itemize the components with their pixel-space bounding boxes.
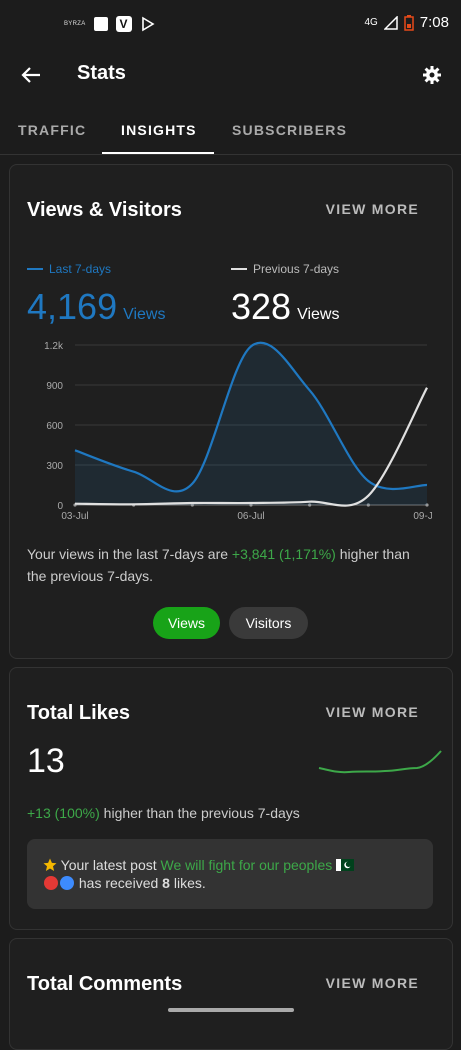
views-card-title: Views & Visitors [27,199,182,221]
views-view-more-button[interactable]: VIEW MORE [325,201,419,217]
x-tick-mark [366,503,370,507]
summary-highlight: +3,841 (1,171%) [231,546,336,562]
status-tiny-label: BYRZA [64,21,86,27]
likes-delta-highlight: +13 (100%) [27,805,100,821]
play-store-icon [141,16,155,32]
page-title: Stats [77,62,126,84]
tab-insights[interactable]: INSIGHTS [121,122,197,138]
latest-post-box: Your latest post We will fight for our p… [27,839,433,909]
tab-subscribers[interactable]: SUBSCRIBERS [232,122,348,138]
likes-delta-suffix: higher than the previous 7-days [99,805,300,821]
latest-prefix: Your latest post [60,857,161,873]
y-tick-label: 900 [46,381,63,392]
clock: 7:08 [419,14,449,31]
status-bar: BYRZA V 4G 7:08 [0,0,461,50]
current-views-total: 4,169 Views [27,286,165,328]
current-views-value: 4,169 [27,286,118,327]
previous-views-unit: Views [297,306,340,323]
notification-icons: BYRZA V [64,16,156,32]
previous-views-value: 328 [231,286,292,327]
y-tick-label: 600 [46,421,63,432]
latest-post-text: Your latest post We will fight for our p… [43,856,423,892]
red-circle-icon [44,876,58,890]
latest-middle: has received [78,875,163,891]
x-tick-mark [190,503,194,507]
likes-total: 13 [27,742,65,780]
legend-last-7-days: Last 7-days [27,262,111,276]
tab-bar: TRAFFIC INSIGHTS SUBSCRIBERS [0,106,461,155]
pakistan-flag-icon [336,859,355,871]
x-tick-label: 06-Jul [237,511,264,522]
x-tick-mark [425,503,429,507]
app-notification-icon [93,17,108,31]
legend-label-previous: Previous 7-days [253,262,340,276]
previous-views-total: 328 Views [231,286,339,328]
system-status: 4G 7:08 [364,14,449,31]
current-series-line [74,341,428,493]
x-tick-mark [308,503,312,507]
v-app-icon: V [115,16,132,32]
home-indicator [168,1008,294,1012]
gear-icon [423,66,441,84]
total-likes-card: Total Likes VIEW MORE 13 +13 (100%) high… [9,667,453,930]
x-tick-mark [249,503,253,507]
y-tick-label: 1.2k [44,341,64,352]
comments-card-title: Total Comments [27,973,183,995]
legend-previous-7-days: Previous 7-days [231,262,339,276]
likes-view-more-button[interactable]: VIEW MORE [325,704,419,720]
current-series-area [75,342,427,505]
current-views-unit: Views [123,306,166,323]
back-arrow-icon [21,67,40,83]
back-button[interactable] [16,60,46,90]
x-tick-label: 03-Jul [61,511,88,522]
likes-delta: +13 (100%) higher than the previous 7-da… [27,805,300,821]
y-tick-label: 0 [57,501,63,512]
signal-icon [383,15,398,30]
settings-button[interactable] [417,60,447,90]
latest-suffix: likes. [169,875,206,891]
legend-label-current: Last 7-days [49,262,112,276]
summary-suffix: higher than the previous 7-days. [27,546,410,584]
summary-prefix: Your views in the last 7-days are [27,546,232,562]
app-bar: Stats [0,50,461,100]
blue-circle-icon [60,876,74,890]
latest-post-link[interactable]: We will fight for our peoples [160,857,333,873]
tab-traffic[interactable]: TRAFFIC [18,122,87,138]
likes-card-title: Total Likes [27,702,130,724]
previous-series-line [74,387,428,507]
toggle-visitors-button[interactable]: Visitors [229,607,308,639]
likes-sparkline [318,750,442,774]
latest-like-count: 8 [162,875,170,891]
toggle-views-button[interactable]: Views [153,607,220,639]
views-line-chart: 0 300 600 900 1.2k 03-Jul 06-Jul 09-Jul [44,341,432,522]
network-type: 4G [364,17,378,28]
total-comments-card: Total Comments VIEW MORE [9,938,453,1050]
battery-icon [404,14,414,31]
y-tick-label: 300 [46,461,63,472]
star-icon [43,858,57,871]
views-summary: Your views in the last 7-days are +3,841… [27,543,427,587]
legend-swatch-current [27,268,43,270]
views-visitors-card: Views & Visitors VIEW MORE Last 7-days P… [9,164,453,659]
legend-swatch-previous [231,268,247,270]
x-tick-label: 09-Jul [413,511,432,522]
comments-view-more-button[interactable]: VIEW MORE [325,975,419,991]
active-tab-indicator [102,152,214,154]
